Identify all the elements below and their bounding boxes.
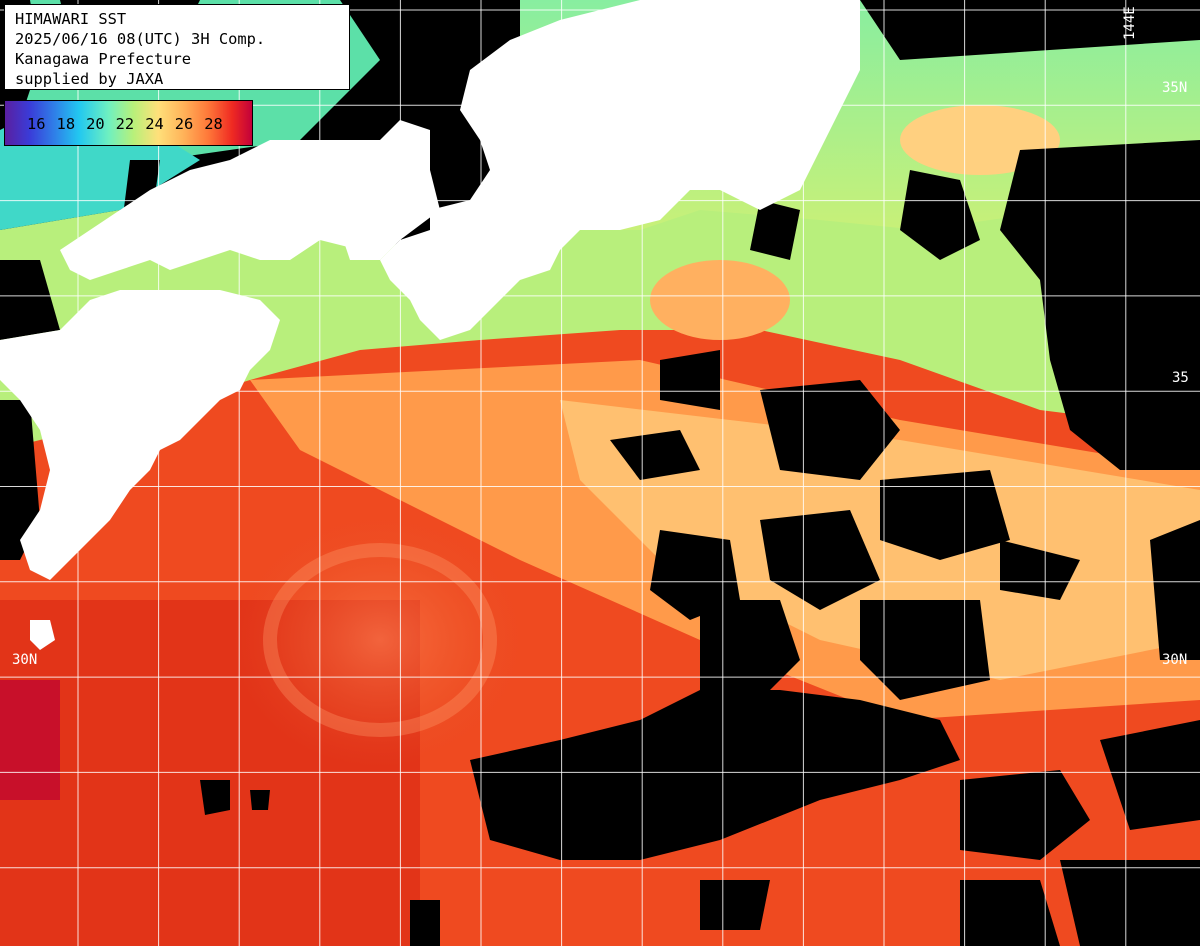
legend-tick-16: 16 bbox=[27, 115, 46, 133]
warmest-edge bbox=[0, 680, 60, 800]
caption-title: HIMAWARI SST bbox=[15, 10, 127, 28]
lat-label-35n-right: 35N bbox=[1162, 80, 1188, 96]
caption-credit: supplied by JAXA bbox=[15, 70, 164, 88]
legend-tick-22: 22 bbox=[115, 115, 135, 133]
lat-label-30n-right: 30N bbox=[1162, 652, 1188, 668]
lat-label-30n-left: 30N bbox=[12, 652, 38, 668]
legend-tick-18: 18 bbox=[56, 115, 76, 133]
legend-tick-20: 20 bbox=[86, 115, 105, 133]
legend-tick-24: 24 bbox=[145, 115, 164, 133]
legend-tick-26: 26 bbox=[174, 115, 194, 133]
warm-patch bbox=[650, 260, 790, 340]
legend-tick-28: 28 bbox=[204, 115, 223, 133]
lat-label-35-right: 35 bbox=[1172, 370, 1189, 386]
eddy-ring bbox=[263, 543, 497, 737]
warm-eddy bbox=[230, 510, 530, 770]
lat-label-35-left: 35 bbox=[12, 372, 29, 388]
land-mass bbox=[0, 0, 860, 650]
temperature-legend: 16 18 20 22 24 26 28 bbox=[4, 100, 253, 146]
caption-datetime: 2025/06/16 08(UTC) 3H Comp. bbox=[15, 30, 266, 48]
legend-labels: 16 18 20 22 24 26 28 bbox=[27, 115, 223, 133]
caption-box: HIMAWARI SST 2025/06/16 08(UTC) 3H Comp.… bbox=[4, 4, 350, 90]
caption-source: Kanagawa Prefecture bbox=[15, 50, 192, 68]
lon-label-144e: 144E bbox=[1122, 6, 1138, 40]
